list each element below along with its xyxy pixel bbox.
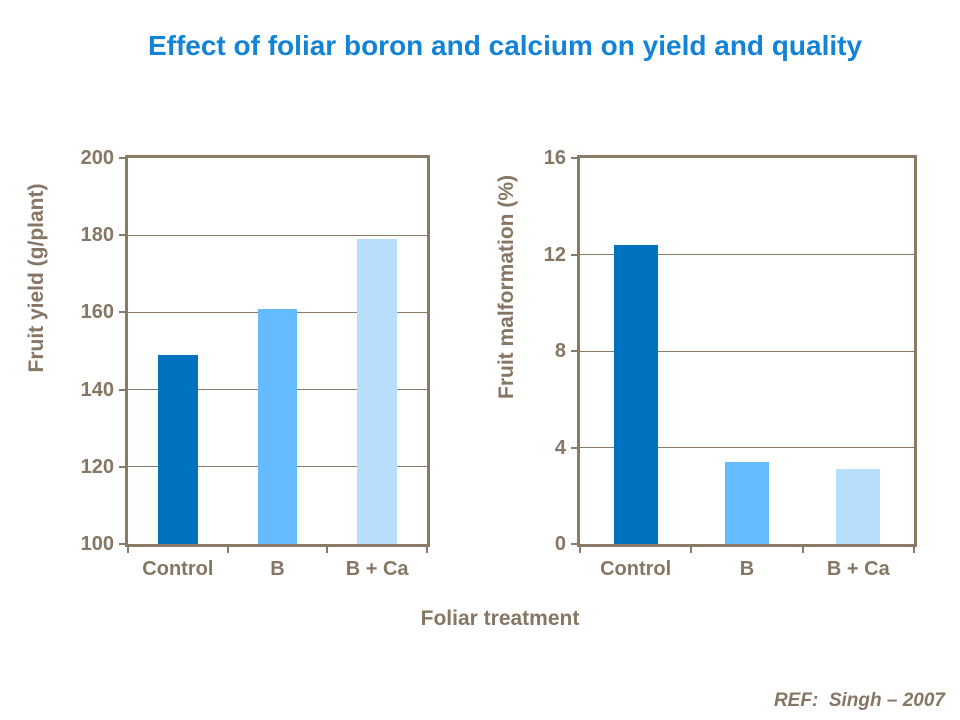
x-tick-mark <box>326 547 329 553</box>
slide-title: Effect of foliar boron and calcium on yi… <box>147 30 863 61</box>
y-tick-label: 100 <box>80 533 114 555</box>
y-tick-label: 180 <box>80 224 114 247</box>
x-tick-mark <box>127 547 129 553</box>
y-tick-label: 120 <box>80 455 114 478</box>
y-tick-label: 4 <box>554 436 566 459</box>
x-tick-mark <box>913 547 915 553</box>
y-tick-label: 8 <box>554 340 566 362</box>
y-tick-mark <box>571 543 580 545</box>
x-tick-mark <box>690 547 693 553</box>
x-tick-mark <box>579 547 581 553</box>
bar-b-ca <box>836 469 881 544</box>
x-category-label: Control <box>600 558 672 580</box>
chart-fruit-yield: 100 120 140 160 180 200 Control B B + Ca <box>81 147 430 580</box>
y-tick-mark <box>571 446 580 449</box>
y-tick-mark <box>119 543 128 545</box>
y-tick-label: 12 <box>543 243 566 266</box>
y-tick-mark <box>571 253 580 256</box>
bar-control <box>158 354 198 544</box>
y-tick-mark <box>571 350 580 352</box>
y-tick-mark <box>571 157 580 159</box>
gridline <box>128 234 427 236</box>
x-tick-mark <box>801 547 804 553</box>
y-tick-label: 160 <box>80 301 114 324</box>
x-tick-mark <box>426 547 428 553</box>
bar-b <box>725 461 769 544</box>
y-tick-mark <box>119 388 128 391</box>
y-tick-mark <box>119 465 128 468</box>
y-tick-mark <box>119 157 128 159</box>
gridline <box>580 254 914 255</box>
gridline <box>580 350 914 352</box>
x-category-label: B + Ca <box>345 558 409 580</box>
bar-control <box>613 244 658 544</box>
y-tick-label: 16 <box>543 147 566 169</box>
x-category-label: Control <box>142 558 214 580</box>
y-axis-title-malformation: Fruit malformation (%) <box>495 175 518 399</box>
y-tick-label: 140 <box>80 378 114 401</box>
chart-fruit-malformation: 0 4 8 12 16 Control B B + Ca <box>544 147 917 580</box>
x-tick-mark <box>226 547 229 553</box>
y-tick-label: 200 <box>80 147 114 169</box>
x-axis-title: Foliar treatment <box>420 607 580 630</box>
bar-b <box>257 308 298 544</box>
x-category-label: B + Ca <box>826 558 890 580</box>
x-category-label: B <box>739 558 755 580</box>
bar-b-ca <box>357 239 397 544</box>
y-tick-mark <box>119 311 128 314</box>
y-tick-label: 0 <box>554 533 566 555</box>
x-category-label: B <box>270 558 285 580</box>
y-axis-title-yield: Fruit yield (g/plant) <box>25 183 48 373</box>
y-tick-mark <box>119 234 128 237</box>
reference-text: REF: Singh – 2007 <box>773 690 945 711</box>
gridline <box>580 447 914 448</box>
